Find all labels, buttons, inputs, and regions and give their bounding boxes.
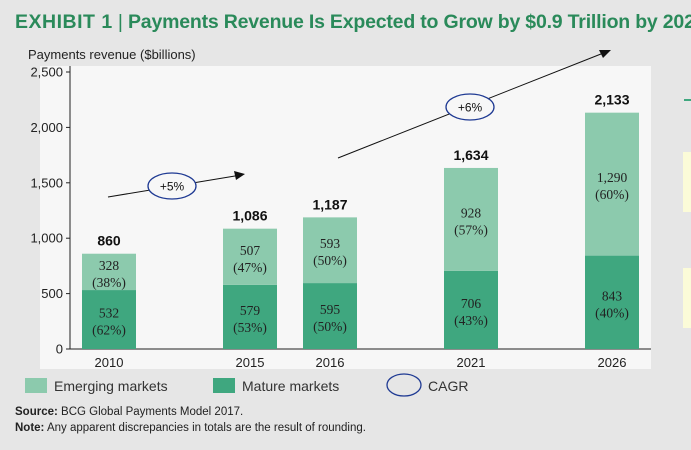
title-text: Payments Revenue Is Expected to Grow by … <box>128 11 691 33</box>
mature-share-label: (43%) <box>454 313 488 328</box>
bar-mature <box>444 270 498 349</box>
x-tick-label: 2021 <box>457 355 486 370</box>
y-tick-label: 500 <box>41 286 63 301</box>
exhibit-label: EXHIBIT 1 <box>15 11 113 33</box>
emerging-share-label: (50%) <box>313 253 347 268</box>
y-tick-label: 2,000 <box>30 120 63 135</box>
emerging-share-label: (57%) <box>454 222 488 237</box>
source-text: BCG Global Payments Model 2017. <box>61 406 244 418</box>
emerging-value-label: 928 <box>461 205 482 220</box>
source-line: Source: BCG Global Payments Model 2017. <box>15 404 366 420</box>
mature-share-label: (62%) <box>92 323 126 338</box>
y-tick-label: 0 <box>56 342 63 357</box>
bars: 532 (62%) 328 (38%) 860 579 (53%) 507 (47%) 1,086… <box>82 92 639 349</box>
x-tick-label: 2016 <box>316 355 345 370</box>
legend-swatch-emerging <box>25 378 47 393</box>
legend-label-mature: Mature markets <box>242 378 339 394</box>
y-axis-label: Payments revenue ($billions) <box>28 47 196 62</box>
note-text: Any apparent discrepancies in totals are… <box>46 422 366 434</box>
x-tick-label: 2015 <box>236 355 265 370</box>
bar-mature <box>303 283 357 349</box>
emerging-value-label: 593 <box>320 236 341 251</box>
emerging-value-label: 1,290 <box>597 170 628 185</box>
note-label: Note: <box>15 422 45 434</box>
bar-mature <box>223 284 277 349</box>
x-tick-labels: 2010 2015 2016 2021 2026 <box>95 355 627 370</box>
total-label: 1,086 <box>232 208 267 224</box>
title-separator: | <box>117 11 123 33</box>
total-label: 860 <box>97 233 121 249</box>
mature-value-label: 706 <box>461 296 482 311</box>
mature-share-label: (53%) <box>233 320 267 335</box>
bar-emerging <box>223 228 277 285</box>
source-label: Source: <box>15 406 58 418</box>
x-tick-label: 2010 <box>95 355 124 370</box>
y-ticks: 0 500 1,000 1,500 2,000 2,500 <box>30 65 70 357</box>
total-label: 1,634 <box>453 147 488 163</box>
emerging-share-label: (47%) <box>233 260 267 275</box>
y-tick-label: 2,500 <box>30 65 63 80</box>
cagr-label-2: +6% <box>458 101 483 115</box>
total-label: 2,133 <box>594 92 629 108</box>
cagr-ellipse-1 <box>147 172 197 200</box>
x-tick-label: 2026 <box>598 355 627 370</box>
legend-label-emerging: Emerging markets <box>54 378 168 394</box>
cagr-ellipse-2 <box>445 93 495 121</box>
cagr-label-1: +5% <box>160 180 185 194</box>
right-panel-accent-2 <box>683 268 691 328</box>
note-line: Note: Any apparent discrepancies in tota… <box>15 420 366 436</box>
emerging-share-label: (60%) <box>595 187 629 202</box>
total-label: 1,187 <box>312 196 347 212</box>
emerging-value-label: 328 <box>99 258 120 273</box>
legend-swatch-mature <box>213 378 235 393</box>
right-panel-accent <box>683 152 691 212</box>
legend-cagr-icon <box>386 373 422 397</box>
bar-mature <box>82 290 136 349</box>
y-tick-label: 1,500 <box>30 175 63 190</box>
mature-value-label: 532 <box>99 306 119 321</box>
bar-emerging <box>585 112 639 256</box>
y-tick-label: 1,000 <box>30 231 63 246</box>
emerging-value-label: 507 <box>240 243 261 258</box>
cagr-arrowhead-1 <box>234 171 245 180</box>
mature-value-label: 595 <box>320 302 341 317</box>
mature-value-label: 843 <box>602 288 623 303</box>
cagr-arrowhead-2 <box>599 50 611 58</box>
bar-emerging <box>303 217 357 284</box>
footer: Source: BCG Global Payments Model 2017. … <box>15 404 366 436</box>
mature-value-label: 579 <box>240 303 261 318</box>
mature-share-label: (50%) <box>313 319 347 334</box>
bar-emerging <box>82 253 136 291</box>
mature-share-label: (40%) <box>595 305 629 320</box>
chart-title: EXHIBIT 1 | Payments Revenue Is Expected… <box>15 11 691 34</box>
emerging-share-label: (38%) <box>92 275 126 290</box>
legend-label-cagr: CAGR <box>428 378 468 394</box>
bar-mature <box>585 255 639 349</box>
bar-emerging <box>444 167 498 271</box>
